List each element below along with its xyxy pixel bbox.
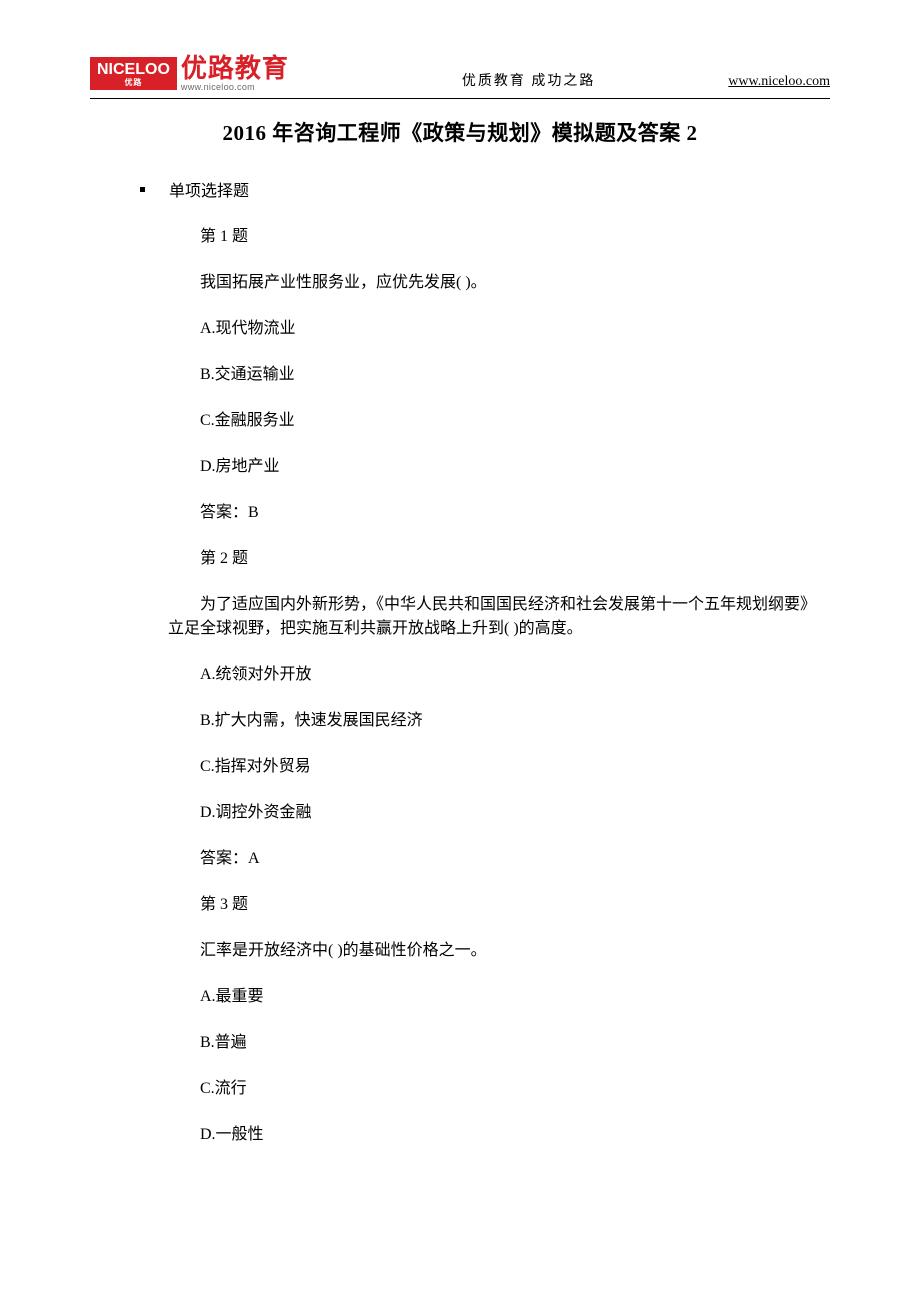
section-heading-row: 单项选择题: [140, 177, 830, 201]
logo-badge-sub: 优路: [97, 79, 170, 87]
section-label: 单项选择题: [169, 177, 249, 201]
q2-option-a: A.统领对外开放: [168, 663, 830, 687]
q1-option-d: D.房地产业: [168, 455, 830, 479]
q2-answer: 答案：A: [168, 847, 830, 871]
q2-option-c: C.指挥对外贸易: [168, 755, 830, 779]
logo-chinese: 优路教育: [181, 55, 289, 81]
q1-option-a: A.现代物流业: [168, 317, 830, 341]
page-header: NICELOO 优路 优路教育 www.niceloo.com 优质教育 成功之…: [90, 55, 830, 99]
logo: NICELOO 优路 优路教育 www.niceloo.com: [90, 55, 289, 92]
q3-option-c: C.流行: [168, 1077, 830, 1101]
q3-option-d: D.一般性: [168, 1123, 830, 1147]
bullet-icon: [140, 187, 145, 192]
header-url-link[interactable]: www.niceloo.com: [728, 74, 830, 92]
q1-number: 第 1 题: [168, 225, 830, 249]
q2-number: 第 2 题: [168, 547, 830, 571]
logo-badge-main: NICELOO: [97, 61, 170, 78]
q1-answer: 答案：B: [168, 501, 830, 525]
q3-stem: 汇率是开放经济中( )的基础性价格之一。: [168, 939, 830, 963]
page-title: 2016 年咨询工程师《政策与规划》模拟题及答案 2: [90, 117, 830, 147]
q1-stem: 我国拓展产业性服务业，应优先发展( )。: [168, 271, 830, 295]
q2-stem: 为了适应国内外新形势，《中华人民共和国国民经济和社会发展第十一个五年规划纲要》立…: [168, 593, 830, 641]
q2-option-d: D.调控外资金融: [168, 801, 830, 825]
header-slogan: 优质教育 成功之路: [329, 70, 728, 92]
q1-option-c: C.金融服务业: [168, 409, 830, 433]
q1-option-b: B.交通运输业: [168, 363, 830, 387]
content-body: 第 1 题 我国拓展产业性服务业，应优先发展( )。 A.现代物流业 B.交通运…: [168, 225, 830, 1147]
q2-option-b: B.扩大内需，快速发展国民经济: [168, 709, 830, 733]
q3-number: 第 3 题: [168, 893, 830, 917]
logo-badge: NICELOO 优路: [90, 57, 177, 90]
q3-option-a: A.最重要: [168, 985, 830, 1009]
logo-url: www.niceloo.com: [181, 83, 289, 92]
q3-option-b: B.普遍: [168, 1031, 830, 1055]
